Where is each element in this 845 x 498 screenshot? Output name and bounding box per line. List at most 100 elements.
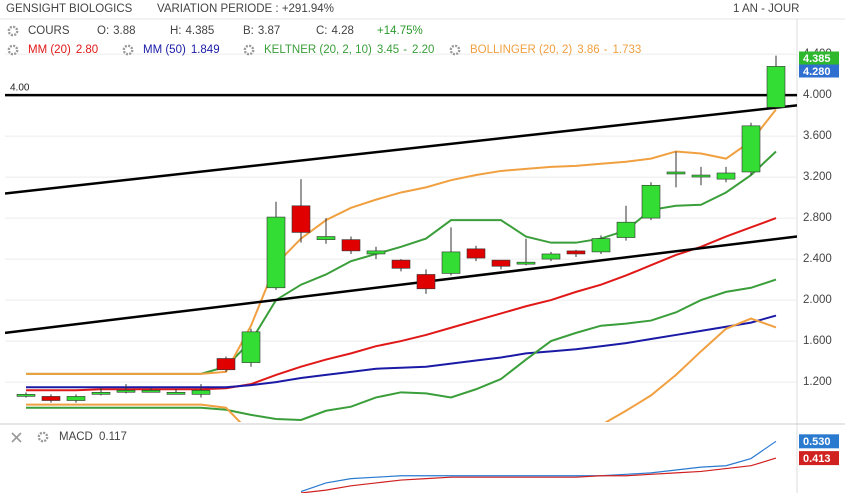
indicator-value: 2.20 — [412, 44, 434, 56]
cours-item-value: 4.385 — [186, 25, 215, 37]
settings-icon[interactable] — [449, 44, 461, 56]
value-tag — [799, 451, 839, 466]
indicator-name: BOLLINGER (20, 2) — [470, 44, 572, 56]
gear-hub — [11, 29, 15, 33]
indicator-separator: - — [403, 44, 407, 56]
candle-body — [166, 392, 186, 395]
candle-body — [591, 238, 611, 253]
candle-body — [416, 274, 436, 290]
period: 1 AN - JOUR — [733, 3, 799, 15]
value-tag-label: 0.413 — [803, 453, 831, 465]
price-tag — [799, 51, 839, 65]
indicator-value: 1.733 — [613, 44, 642, 56]
macd-value: 0.117 — [99, 431, 127, 443]
candle-body — [441, 251, 461, 274]
candle-body — [216, 358, 236, 371]
macd-line — [300, 440, 777, 493]
cours-item-value: 3.87 — [258, 25, 280, 37]
indicator-line — [26, 108, 777, 375]
y-tick-label: 3.600 — [803, 130, 832, 142]
cours-item-label: C: — [316, 25, 328, 37]
indicator-name: MM (20) — [28, 44, 71, 56]
candle-body — [191, 389, 211, 395]
settings-icon[interactable] — [7, 44, 19, 56]
candle-body — [641, 184, 661, 219]
gear-ring — [243, 44, 255, 56]
y-tick-label: 1.200 — [803, 376, 832, 388]
indicator-line — [26, 278, 777, 422]
gear-ring — [449, 44, 461, 56]
settings-icon[interactable] — [122, 44, 134, 56]
indicator-legend: BOLLINGER (20, 2) 3.86-1.733 — [470, 44, 641, 56]
candle-body — [266, 216, 286, 289]
settings-icon[interactable] — [7, 25, 19, 37]
gear-hub — [11, 48, 15, 52]
indicator-legend: MM (20) 2.80 — [28, 44, 98, 56]
macd-line — [300, 457, 777, 493]
candle-body — [466, 248, 486, 259]
indicator-separator: - — [604, 44, 608, 56]
indicator-value: 3.45 — [377, 44, 399, 56]
y-tick-label: 4.000 — [803, 89, 832, 101]
gear-ring — [7, 25, 19, 37]
cours-item: B: 3.87 — [243, 25, 280, 37]
candle-body — [291, 205, 311, 233]
gear-hub — [247, 48, 251, 52]
price-tag-label: 4.385 — [803, 53, 831, 65]
candle-body — [541, 253, 561, 260]
labels: 4.4004.0003.6003.2002.8002.4002.0001.600… — [7, 25, 839, 466]
price-tag-label: 4.280 — [803, 66, 831, 78]
cours-change: +14.75% — [377, 25, 423, 37]
value-tag-label: 0.530 — [803, 436, 831, 448]
macd-name: MACD — [59, 431, 93, 443]
y-tick-label: 2.000 — [803, 294, 832, 306]
candle-body — [91, 392, 111, 395]
gear-ring — [7, 44, 19, 56]
candle-body — [66, 396, 86, 401]
value-tag — [799, 434, 839, 449]
cours-item-value: 4.28 — [332, 25, 354, 37]
candle-body — [141, 389, 161, 393]
indicator-name: KELTNER (20, 2, 10) — [264, 44, 372, 56]
candle-body — [716, 172, 736, 180]
cours-item-label: B: — [243, 25, 254, 37]
indicator-value: 1.849 — [191, 44, 220, 56]
settings-icon[interactable] — [37, 431, 49, 443]
gear-ring — [37, 431, 49, 443]
candle-body — [116, 389, 136, 393]
price-tag — [799, 64, 839, 78]
macd-plot — [300, 440, 777, 493]
gear-hub — [41, 435, 45, 439]
candle-body — [666, 171, 686, 175]
y-tick-label: 3.200 — [803, 171, 832, 183]
candle-body — [691, 174, 711, 178]
settings-icon[interactable] — [243, 44, 255, 56]
indicator-legend: KELTNER (20, 2, 10) 3.45-2.20 — [264, 44, 434, 56]
candle-body — [516, 261, 536, 265]
cours-item-label: O: — [97, 25, 109, 37]
cours-item-label: H: — [170, 25, 182, 37]
y-tick-label: 1.600 — [803, 335, 832, 347]
indicator-value: 3.86 — [577, 44, 599, 56]
indicator-value: 2.80 — [76, 44, 98, 56]
gear-hub — [126, 48, 130, 52]
candle-body — [16, 394, 36, 397]
trendline — [5, 104, 797, 195]
price-plot — [5, 53, 797, 422]
close-icon[interactable] — [11, 432, 22, 443]
candle-body — [766, 66, 786, 108]
y-tick-label: 2.400 — [803, 253, 832, 265]
candle-body — [616, 221, 636, 238]
cours-item: C: 4.28 — [316, 25, 354, 37]
candle-body — [741, 125, 761, 173]
cours-item-value: 3.88 — [113, 25, 135, 37]
indicator-line — [26, 317, 777, 422]
variation: VARIATION PERIODE : +291.94% — [157, 3, 334, 15]
candle-body — [41, 396, 61, 401]
trendline — [5, 235, 797, 335]
y-tick-label: 2.800 — [803, 212, 832, 224]
gear-hub — [453, 48, 457, 52]
candle-body — [491, 259, 511, 267]
cours-item: O: 3.88 — [97, 25, 136, 37]
indicator-name: MM (50) — [143, 44, 186, 56]
